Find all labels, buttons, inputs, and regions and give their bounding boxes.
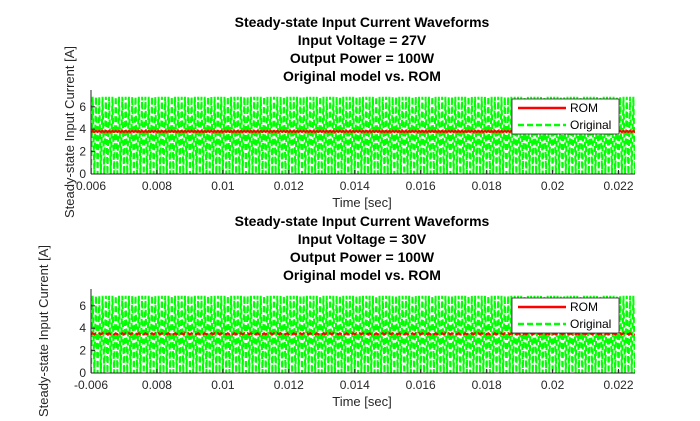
plot2-legend: ROM Original bbox=[511, 297, 620, 334]
plot1-y-axis-label: Steady-state Input Current [A] bbox=[62, 46, 77, 218]
plot2-rom-series-line bbox=[91, 332, 635, 336]
plot1-legend-box bbox=[511, 98, 620, 135]
plot1-title-line-1: Steady-state Input Current Waveforms bbox=[235, 14, 490, 30]
plot1-legend: ROM Original bbox=[511, 98, 620, 135]
plot2-legend-rom-label: ROM bbox=[570, 300, 598, 314]
plot2-legend-box bbox=[511, 297, 620, 334]
plot1-x-tick-label: 0.01 bbox=[211, 179, 235, 193]
plot2-y-tick-label: 6 bbox=[79, 299, 86, 313]
plot2-x-tick-label: 0.022 bbox=[603, 378, 633, 392]
plot1-x-tick-label: 0.02 bbox=[541, 179, 565, 193]
plot1-title-line-4: Original model vs. ROM bbox=[283, 68, 441, 84]
plot2-x-tick-label: 0.016 bbox=[406, 378, 436, 392]
plot2-original-series-line bbox=[91, 295, 635, 373]
plot2-x-axis-label: Time [sec] bbox=[332, 394, 391, 409]
plot2-y-tick-label: 0 bbox=[79, 366, 86, 380]
plot1-legend-rom-label: ROM bbox=[570, 101, 598, 115]
plot1-x-tick-label: 0.008 bbox=[142, 179, 172, 193]
plot2-x-tick-label: 0.012 bbox=[274, 378, 304, 392]
plot2-x-tick-label: 0.02 bbox=[541, 378, 565, 392]
plot1-x-tick-label: 0.018 bbox=[472, 179, 502, 193]
plot2-x-ticks: -0.006 0.008 0.01 0.012 0.014 0.016 0.018 0.02 0… bbox=[74, 369, 634, 392]
plot1-y-ticks: 0 2 4 6 bbox=[79, 100, 95, 181]
plot2-x-tick-label: -0.006 bbox=[74, 378, 108, 392]
plot2-title-line-2: Input Voltage = 30V bbox=[298, 231, 427, 247]
plot1-y-tick-label: 6 bbox=[79, 100, 86, 114]
plot2-y-axis-label: Steady-state Input Current [A] bbox=[36, 245, 51, 417]
subplot-1: Steady-state Input Current Waveforms Inp… bbox=[62, 14, 635, 218]
plot1-title-line-3: Output Power = 100W bbox=[290, 50, 435, 66]
plot1-y-tick-label: 2 bbox=[79, 145, 86, 159]
plot2-legend-original-label: Original bbox=[570, 317, 611, 331]
plot2-x-tick-label: 0.01 bbox=[211, 378, 235, 392]
plot2-y-tick-label: 2 bbox=[79, 344, 86, 358]
plot2-title-line-1: Steady-state Input Current Waveforms bbox=[235, 213, 490, 229]
plot1-original-series-line bbox=[91, 96, 635, 174]
plot1-y-tick-label: 0 bbox=[79, 167, 86, 181]
plot2-waveforms bbox=[91, 295, 635, 373]
plot1-x-ticks: 0.006 0.008 0.01 0.012 0.014 0.016 0.018 0.02 0.… bbox=[76, 170, 634, 193]
plot1-x-axis-label: Time [sec] bbox=[332, 195, 391, 210]
plot1-x-tick-label: 0.012 bbox=[274, 179, 304, 193]
plot2-y-tick-label: 4 bbox=[79, 321, 86, 335]
plot1-x-tick-label: 0.014 bbox=[340, 179, 370, 193]
plot2-x-tick-label: 0.008 bbox=[142, 378, 172, 392]
plot2-title-line-4: Original model vs. ROM bbox=[283, 267, 441, 283]
plot1-legend-original-label: Original bbox=[570, 118, 611, 132]
plot2-x-tick-label: 0.018 bbox=[472, 378, 502, 392]
plot1-x-tick-label: 0.022 bbox=[603, 179, 633, 193]
plot1-x-tick-label: 0.016 bbox=[406, 179, 436, 193]
plot1-x-tick-label: 0.006 bbox=[76, 179, 106, 193]
subplot-2: Steady-state Input Current Waveforms Inp… bbox=[36, 213, 635, 417]
plot2-x-tick-label: 0.014 bbox=[340, 378, 370, 392]
plot1-title-line-2: Input Voltage = 27V bbox=[298, 32, 427, 48]
plot2-title-line-3: Output Power = 100W bbox=[290, 249, 435, 265]
plot2-y-ticks: 0 2 4 6 bbox=[79, 299, 95, 380]
plot1-y-tick-label: 4 bbox=[79, 122, 86, 136]
